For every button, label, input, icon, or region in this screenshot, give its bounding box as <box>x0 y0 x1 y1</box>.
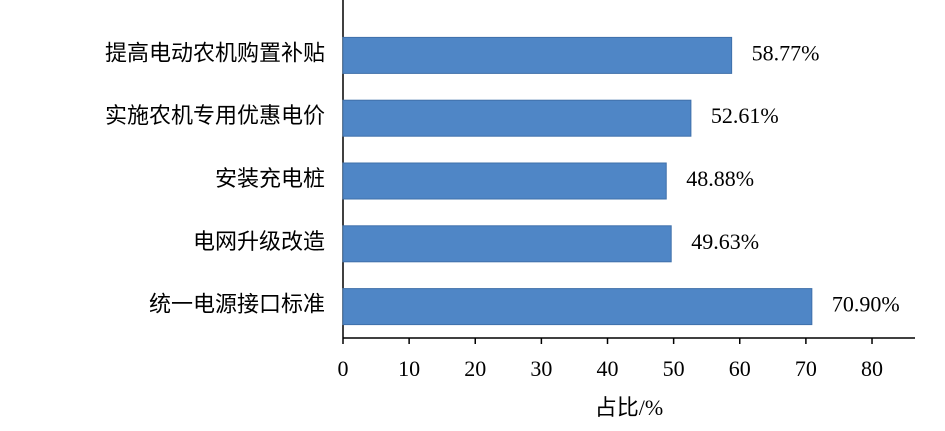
bar <box>342 36 733 74</box>
x-tick-label: 60 <box>729 356 751 381</box>
y-tick-label: 实施农机专用优惠电价 <box>105 103 325 128</box>
x-tick-label: 40 <box>597 356 619 381</box>
x-axis-label: 占比/% <box>595 395 663 420</box>
x-tick-label: 70 <box>795 356 817 381</box>
value-label: 49.63% <box>691 229 759 254</box>
y-tick-label: 安装充电桩 <box>215 166 325 191</box>
x-tick-label: 0 <box>338 356 349 381</box>
x-tick-label: 10 <box>398 356 420 381</box>
x-tick-label: 50 <box>663 356 685 381</box>
value-label: 70.90% <box>832 292 900 317</box>
x-tick-label: 30 <box>530 356 552 381</box>
y-tick-label: 提高电动农机购置补贴 <box>105 40 325 65</box>
value-label: 52.61% <box>711 103 779 128</box>
x-tick-label: 20 <box>464 356 486 381</box>
y-tick-label: 电网升级改造 <box>193 229 325 254</box>
bar <box>342 99 692 137</box>
x-tick-label: 80 <box>861 356 883 381</box>
bar <box>342 288 813 326</box>
bar <box>342 162 667 200</box>
y-tick-label: 统一电源接口标准 <box>149 292 325 317</box>
value-label: 58.77% <box>752 40 820 65</box>
bar <box>342 225 672 263</box>
value-label: 48.88% <box>686 166 754 191</box>
